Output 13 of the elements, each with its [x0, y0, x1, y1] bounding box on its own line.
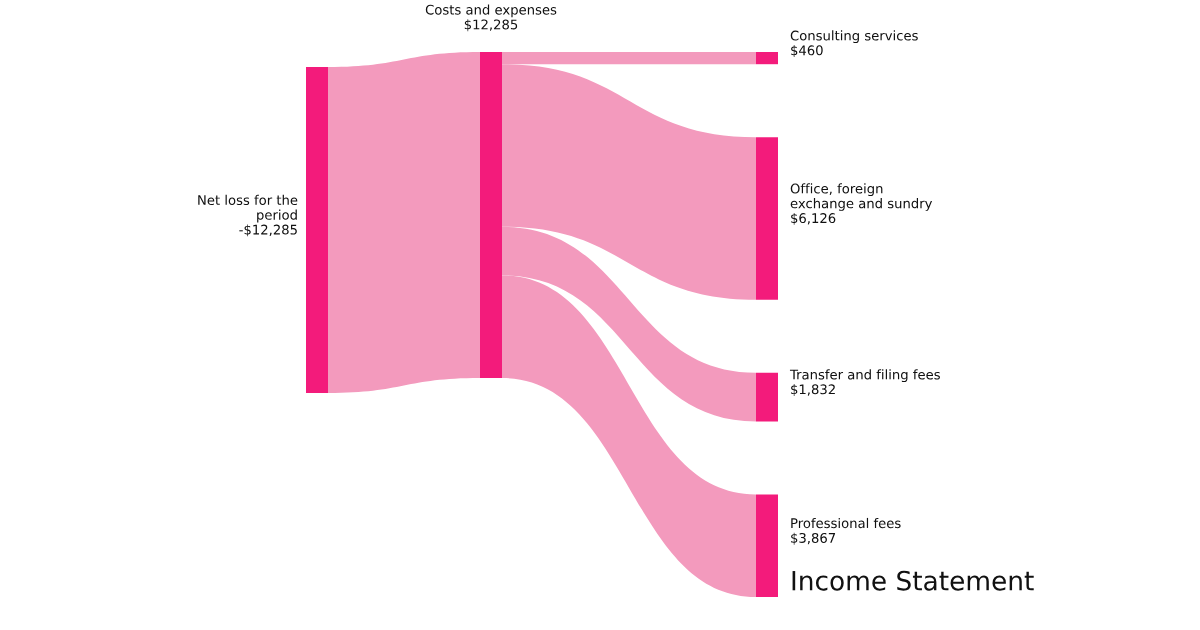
data-label: $460: [791, 45, 823, 58]
category-label: Professional fees: [791, 517, 901, 529]
category-label: Net loss for the period: [198, 194, 298, 223]
text: Income Statement: [792, 570, 1034, 591]
category-label: Consulting services: [790, 30, 918, 44]
data-label: -$12,285: [239, 224, 297, 237]
category-label: Office, foreign exchange and sundry: [790, 183, 933, 211]
data-label: $6,126: [791, 212, 836, 225]
category-label: Costs and expenses: [425, 4, 557, 18]
data-label: $1,832: [791, 384, 835, 397]
data-label: $3,867: [791, 532, 836, 545]
data-label: $12,285: [464, 19, 518, 32]
category-label: Transfer and filing fees: [789, 369, 940, 383]
